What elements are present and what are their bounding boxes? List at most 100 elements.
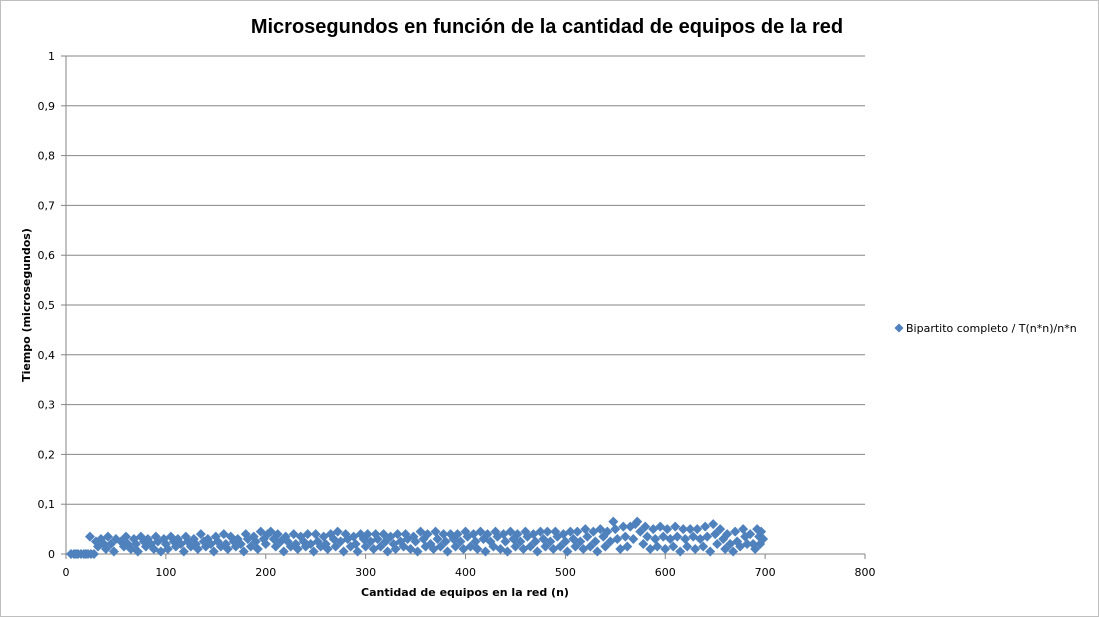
data-point <box>545 536 556 547</box>
data-point <box>712 539 723 550</box>
data-point <box>632 516 643 527</box>
data-point <box>742 539 753 550</box>
x-tick-label: 500 <box>555 566 576 579</box>
y-axis-label: Tiempo (microsegundos) <box>20 228 33 382</box>
x-tick-label: 200 <box>255 566 276 579</box>
data-point <box>715 524 726 535</box>
data-point <box>292 544 303 555</box>
data-point <box>565 526 576 537</box>
y-tick-label: 0,9 <box>38 100 56 113</box>
data-point <box>332 526 343 537</box>
data-point <box>622 541 633 552</box>
data-point <box>352 546 363 557</box>
data-point <box>530 536 541 547</box>
legend: Bipartito completo / T(n*n)/n*n <box>894 322 1077 335</box>
data-point <box>638 539 649 550</box>
data-point <box>702 531 713 542</box>
data-point <box>248 531 259 542</box>
data-point <box>722 529 733 540</box>
data-point <box>610 524 621 535</box>
data-point <box>612 534 623 545</box>
data-point <box>756 526 767 537</box>
x-tick-label: 700 <box>755 566 776 579</box>
data-point <box>758 534 769 545</box>
data-point <box>238 546 249 557</box>
data-point <box>662 524 673 535</box>
y-tick-label: 0,5 <box>38 299 56 312</box>
y-tick-label: 0,8 <box>38 150 56 163</box>
data-point <box>512 529 523 540</box>
data-point <box>438 529 449 540</box>
y-tick-label: 0,3 <box>38 399 56 412</box>
data-point <box>708 519 719 530</box>
x-tick-label: 400 <box>455 566 476 579</box>
data-point <box>162 544 173 555</box>
data-point <box>672 531 683 542</box>
y-tick-label: 0,7 <box>38 199 56 212</box>
data-point <box>440 536 451 547</box>
data-point <box>382 546 393 557</box>
data-point <box>452 529 463 540</box>
y-tick-label: 0,1 <box>38 498 56 511</box>
data-point <box>412 546 423 557</box>
x-tick-label: 800 <box>855 566 876 579</box>
y-tick-label: 1 <box>48 50 55 63</box>
data-point <box>118 541 129 552</box>
data-point <box>542 526 553 537</box>
data-point <box>500 536 511 547</box>
data-point <box>670 521 681 532</box>
data-point <box>108 546 119 557</box>
data-point <box>338 546 349 557</box>
data-point <box>410 536 421 547</box>
data-point <box>130 539 141 550</box>
data-point <box>250 536 261 547</box>
data-point <box>668 541 679 552</box>
data-point <box>562 546 573 557</box>
x-tick-labels: 0 100 200 300 400 500 600 700 800 <box>63 566 876 579</box>
data-point <box>88 549 99 559</box>
x-axis-label: Cantidad de equipos en la red (n) <box>361 586 569 599</box>
data-points <box>65 516 769 559</box>
data-point <box>422 529 433 540</box>
y-tick-label: 0,2 <box>38 448 56 461</box>
y-tick-label: 0,4 <box>38 349 56 362</box>
data-point <box>690 544 701 555</box>
data-point <box>102 531 113 542</box>
data-point <box>322 544 333 555</box>
data-point <box>700 521 711 532</box>
data-point <box>432 534 443 545</box>
data-point <box>442 546 453 557</box>
data-point <box>278 546 289 557</box>
legend-series-label: Bipartito completo / T(n*n)/n*n <box>906 322 1077 335</box>
chart-title: Microsegundos en función de la cantidad … <box>251 16 843 38</box>
data-point <box>120 531 131 542</box>
data-point <box>84 531 95 542</box>
data-point <box>455 536 466 547</box>
legend-marker <box>894 323 904 333</box>
data-point <box>430 526 441 537</box>
data-point <box>640 521 651 532</box>
data-point <box>302 529 313 540</box>
data-point <box>222 544 233 555</box>
data-point <box>532 546 543 557</box>
data-point <box>178 546 189 557</box>
y-tick-label: 0,6 <box>38 249 56 262</box>
axes <box>61 55 866 559</box>
data-point <box>560 536 571 547</box>
y-tick-label: 0 <box>48 548 55 561</box>
data-point <box>535 526 546 537</box>
data-point <box>608 516 619 527</box>
data-point <box>628 534 639 545</box>
data-point <box>592 546 603 557</box>
data-point <box>390 544 401 555</box>
data-point <box>235 539 246 550</box>
data-point <box>642 531 653 542</box>
data-point <box>728 546 739 557</box>
data-point <box>590 536 601 547</box>
x-tick-label: 0 <box>63 566 70 579</box>
y-tick-labels: 0 0,1 0,2 0,3 0,4 0,5 0,6 0,7 0,8 0,9 1 <box>38 50 56 561</box>
data-point <box>192 544 203 555</box>
data-point <box>675 546 686 557</box>
data-point <box>482 529 493 540</box>
